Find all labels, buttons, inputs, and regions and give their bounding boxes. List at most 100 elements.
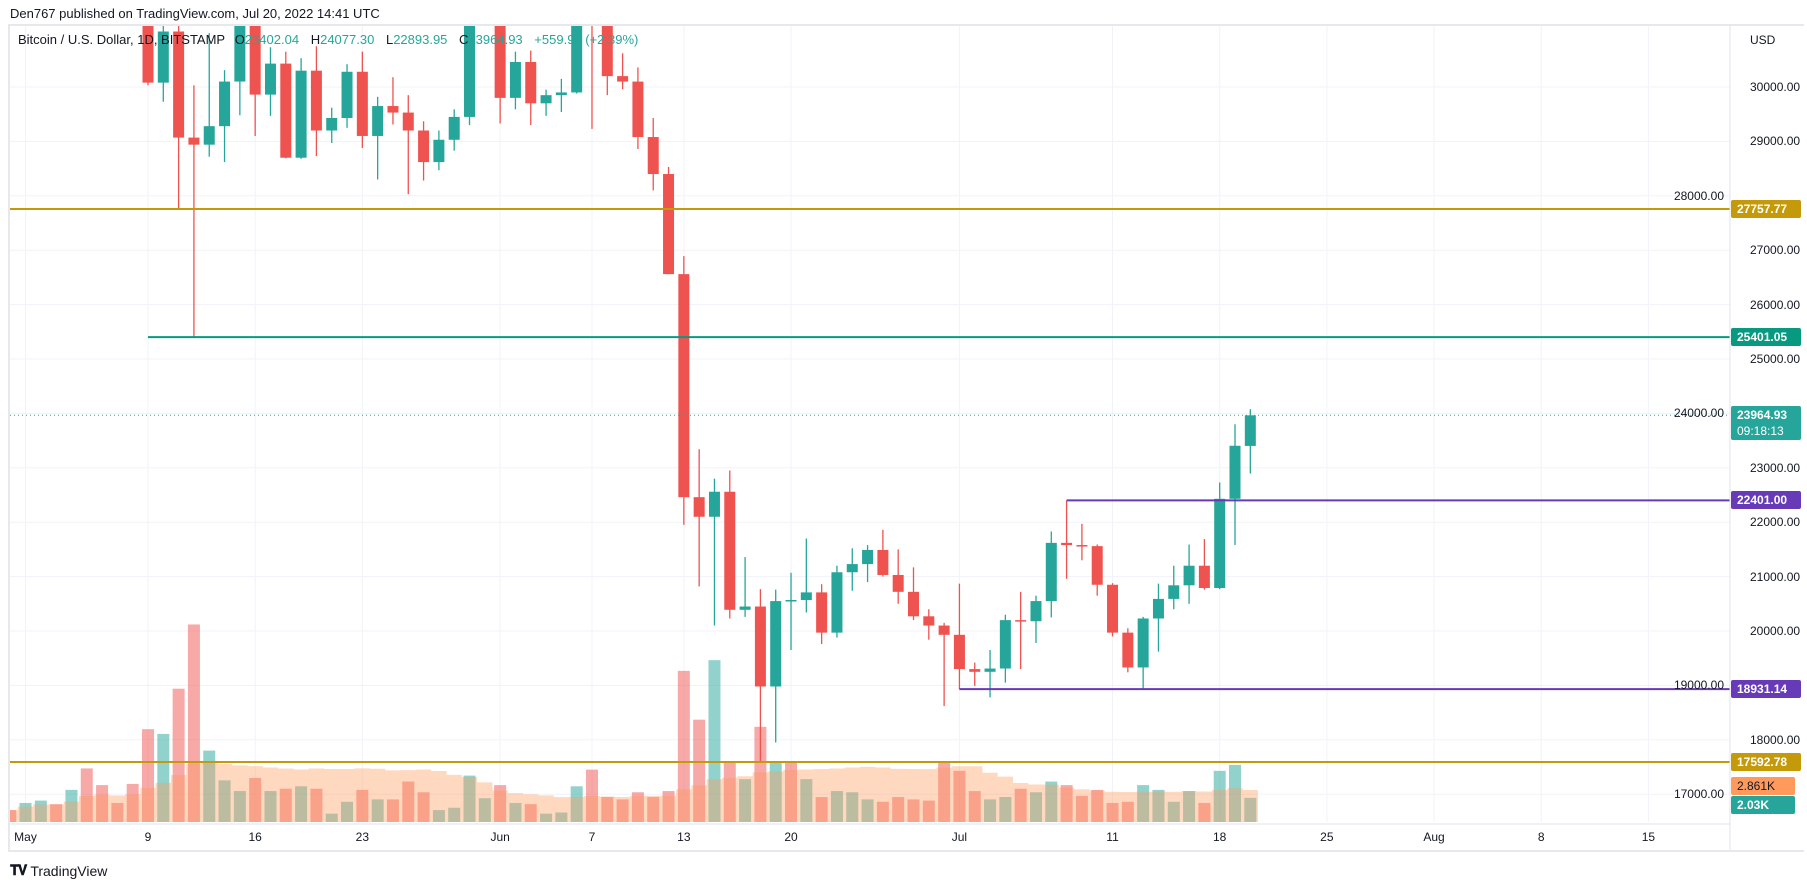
candle[interactable] xyxy=(1045,531,1057,618)
candle[interactable] xyxy=(724,470,736,619)
candle[interactable] xyxy=(586,3,597,129)
volume-bar xyxy=(478,798,491,822)
candle[interactable] xyxy=(555,78,567,113)
candle[interactable] xyxy=(479,0,490,21)
candle[interactable] xyxy=(1076,523,1088,561)
candle[interactable] xyxy=(739,557,751,617)
candle[interactable] xyxy=(938,622,950,707)
candle[interactable] xyxy=(1244,409,1256,474)
candle[interactable] xyxy=(418,121,430,181)
candle[interactable] xyxy=(877,529,889,577)
candle-body xyxy=(1229,445,1241,499)
candle[interactable] xyxy=(800,538,812,613)
candle-body xyxy=(203,126,215,145)
candle[interactable] xyxy=(234,9,246,116)
volume-bar xyxy=(463,775,476,822)
volume-bar xyxy=(509,802,522,822)
candles xyxy=(142,0,1256,762)
candle[interactable] xyxy=(356,51,368,148)
candle[interactable] xyxy=(984,650,996,698)
candle[interactable] xyxy=(402,95,414,195)
candle[interactable] xyxy=(908,567,919,621)
candle[interactable] xyxy=(846,548,858,591)
time-tick-label: 18 xyxy=(1213,830,1227,844)
candle[interactable] xyxy=(1107,583,1119,637)
volume-bar xyxy=(754,726,767,822)
candle[interactable] xyxy=(708,478,720,626)
candle[interactable] xyxy=(203,33,215,157)
level-price-tag: 22401.00 xyxy=(1731,491,1801,510)
candle[interactable] xyxy=(326,107,338,144)
volume-bar xyxy=(19,802,32,822)
volume-bar xyxy=(570,786,583,822)
high-key: H xyxy=(310,32,321,47)
candle[interactable] xyxy=(632,67,644,150)
candle[interactable] xyxy=(188,85,200,338)
candle[interactable] xyxy=(1061,500,1073,579)
candle[interactable] xyxy=(770,589,782,743)
candle[interactable] xyxy=(693,449,705,587)
candle[interactable] xyxy=(892,549,904,604)
candle[interactable] xyxy=(1152,583,1164,652)
volume-bar xyxy=(631,792,644,822)
time-tick-label: 7 xyxy=(588,830,596,844)
candle[interactable] xyxy=(525,50,537,126)
candle[interactable] xyxy=(509,51,521,110)
candle[interactable] xyxy=(219,70,231,163)
candle[interactable] xyxy=(571,0,583,94)
candle[interactable] xyxy=(433,130,445,171)
time-tick-label: 20 xyxy=(784,830,798,844)
candle[interactable] xyxy=(1214,482,1226,590)
candle[interactable] xyxy=(341,64,353,128)
symbol-title[interactable]: Bitcoin / U.S. Dollar, 1D, BITSTAMP xyxy=(18,32,226,47)
candle[interactable] xyxy=(601,15,613,96)
candle[interactable] xyxy=(372,96,384,180)
candle[interactable] xyxy=(280,51,292,159)
horizontal-levels[interactable] xyxy=(10,207,1730,763)
candle[interactable] xyxy=(678,256,690,525)
candle[interactable] xyxy=(1183,544,1195,604)
volume-bar xyxy=(448,807,461,822)
candle[interactable] xyxy=(754,589,766,762)
candle[interactable] xyxy=(1015,591,1027,670)
candle[interactable] xyxy=(387,77,399,125)
candle[interactable] xyxy=(448,109,460,151)
candle[interactable] xyxy=(249,15,261,136)
candle[interactable] xyxy=(540,89,552,116)
change-value: +559.91 (+2.39%) xyxy=(534,32,639,47)
candle[interactable] xyxy=(617,53,629,90)
candle[interactable] xyxy=(1198,539,1210,590)
candle[interactable] xyxy=(923,609,935,640)
candle[interactable] xyxy=(647,118,659,191)
candle[interactable] xyxy=(969,662,981,686)
candle[interactable] xyxy=(173,0,185,209)
candle[interactable] xyxy=(862,545,874,583)
candle[interactable] xyxy=(494,0,506,124)
candle-body xyxy=(1030,601,1042,622)
candle[interactable] xyxy=(785,572,797,651)
candle-body xyxy=(173,31,185,138)
candle[interactable] xyxy=(953,583,965,690)
volume-bar xyxy=(233,791,246,822)
candle-body xyxy=(341,71,353,119)
candle[interactable] xyxy=(1091,544,1103,596)
candle[interactable] xyxy=(295,58,307,159)
candle[interactable] xyxy=(264,47,276,116)
candle[interactable] xyxy=(1122,628,1134,673)
candle[interactable] xyxy=(999,614,1011,683)
candle[interactable] xyxy=(1030,595,1042,643)
candle[interactable] xyxy=(157,0,169,102)
candle[interactable] xyxy=(816,584,828,645)
volume-bar xyxy=(1198,802,1211,822)
candle[interactable] xyxy=(831,565,843,638)
candle[interactable] xyxy=(464,0,476,126)
candle[interactable] xyxy=(663,166,675,275)
candle[interactable] xyxy=(1137,616,1149,690)
candle-body xyxy=(418,130,430,163)
candle[interactable] xyxy=(1168,565,1180,610)
candle[interactable] xyxy=(142,0,154,86)
volume-bar xyxy=(892,797,905,822)
candle[interactable] xyxy=(310,46,322,157)
candle[interactable] xyxy=(1229,424,1241,546)
